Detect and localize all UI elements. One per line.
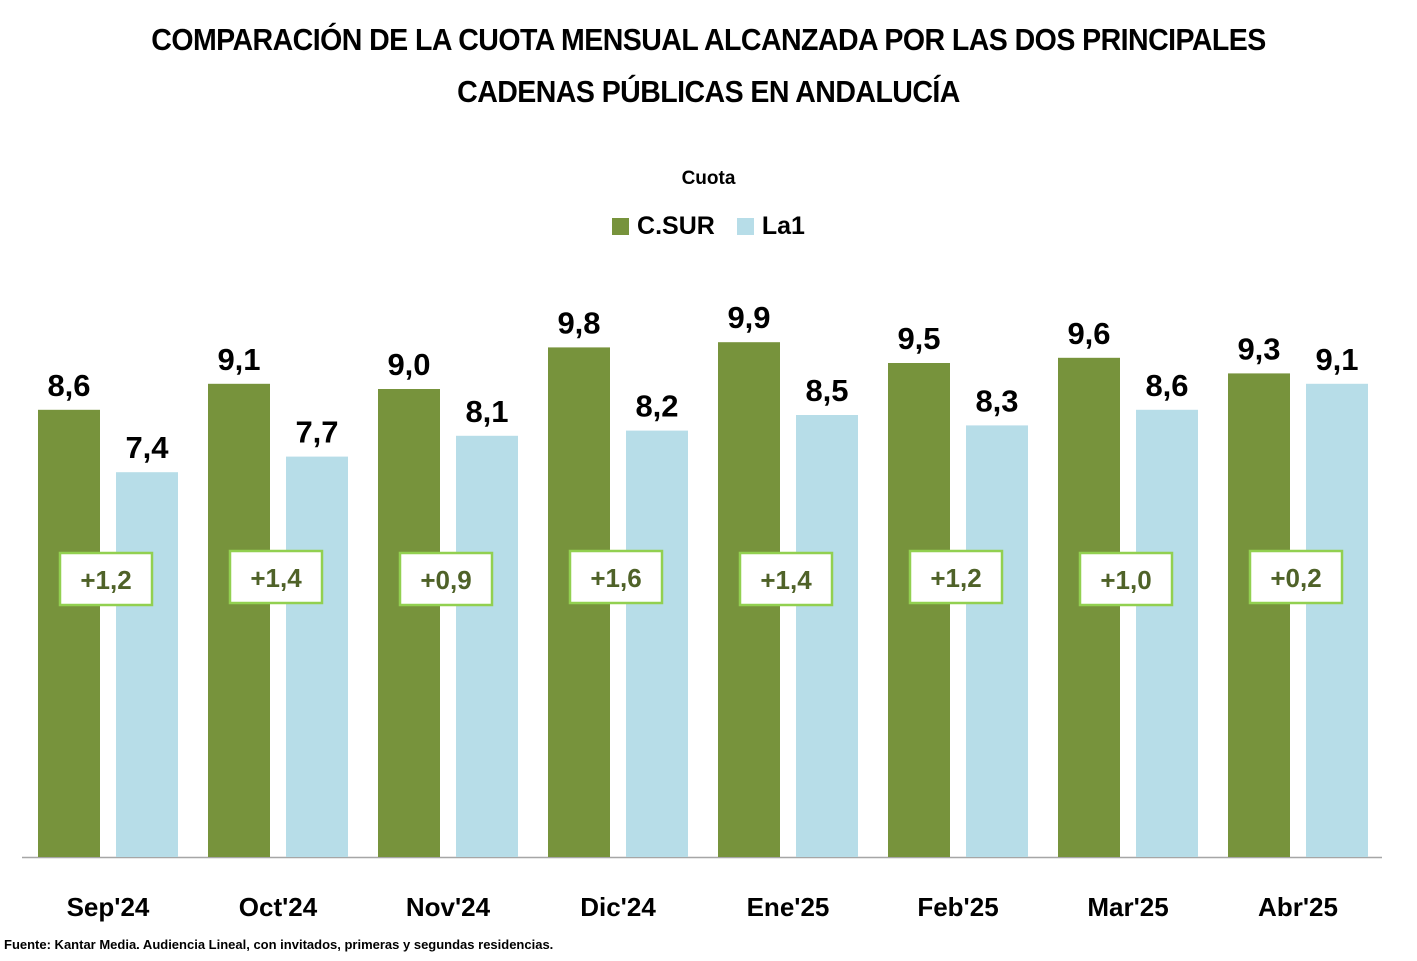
legend-label-la1: La1 [761,212,805,240]
x-tick-label-0: Sep'24 [67,892,150,922]
data-label-csur-0: 8,6 [47,368,90,403]
chart-subtitle: Cuota [681,168,736,189]
difference-label-4: +1,4 [760,565,812,595]
difference-label-1: +1,4 [250,563,302,593]
data-label-la1-6: 8,6 [1145,368,1188,403]
difference-box-3 [568,549,664,605]
difference-box-1 [228,549,324,605]
legend-swatch-la1 [736,218,754,235]
bar-csur-7 [1228,373,1290,857]
x-tick-label-3: Dic'24 [580,892,656,922]
bar-csur-0 [38,409,100,857]
data-label-la1-7: 9,1 [1315,342,1358,377]
data-label-la1-2: 8,1 [465,394,508,429]
legend-label-csur: C.SUR [637,212,715,240]
data-label-la1-3: 8,2 [635,389,678,424]
data-label-csur-3: 9,8 [557,305,600,340]
x-tick-label-1: Oct'24 [239,892,318,922]
data-label-la1-0: 7,4 [125,430,169,465]
bar-csur-1 [208,383,270,857]
data-label-la1-5: 8,3 [975,383,1018,418]
x-tick-label-5: Feb'25 [917,892,998,922]
data-label-csur-2: 9,0 [387,347,430,382]
chart-title-line-2: CADENAS PÚBLICAS EN ANDALUCÍA [457,74,960,109]
difference-box-4 [738,551,834,607]
bar-la1-2 [456,435,518,857]
legend-item-csur: C.SUR [612,212,715,241]
difference-box-2 [398,551,494,607]
difference-box-6 [1078,551,1174,607]
difference-box-5 [908,549,1004,605]
x-tick-label-2: Nov'24 [406,892,491,922]
data-label-csur-6: 9,6 [1067,316,1110,351]
difference-label-3: +1,6 [590,563,641,593]
data-label-csur-4: 9,9 [727,300,770,335]
x-tick-label-4: Ene'25 [747,892,830,922]
difference-label-7: +0,2 [1270,563,1321,593]
data-label-la1-1: 7,7 [295,415,338,450]
bar-la1-5 [966,425,1028,857]
difference-box-7 [1248,549,1344,605]
bar-la1-3 [626,430,688,857]
bar-la1-7 [1306,383,1368,857]
difference-label-0: +1,2 [80,565,131,595]
data-label-la1-4: 8,5 [805,373,848,408]
legend-swatch-csur [612,218,630,235]
data-label-csur-7: 9,3 [1237,331,1280,366]
x-tick-label-6: Mar'25 [1087,892,1168,922]
bar-la1-4 [796,415,858,857]
x-tick-label-7: Abr'25 [1258,892,1338,922]
source-note: Fuente: Kantar Media. Audiencia Lineal, … [4,937,554,952]
bar-la1-6 [1136,409,1198,857]
legend: C.SUR La1 [0,212,1417,241]
chart-title-line-1: COMPARACIÓN DE LA CUOTA MENSUAL ALCANZAD… [151,22,1266,57]
bar-csur-6 [1058,357,1120,857]
legend-item-la1: La1 [736,212,805,241]
difference-box-0 [58,551,154,607]
bar-csur-5 [888,363,950,857]
bar-la1-1 [286,456,348,857]
bar-la1-0 [116,472,178,857]
difference-label-6: +1,0 [1100,565,1151,595]
bar-csur-2 [378,389,440,857]
difference-label-2: +0,9 [420,565,471,595]
difference-label-5: +1,2 [930,563,981,593]
data-label-csur-1: 9,1 [217,342,260,377]
data-label-csur-5: 9,5 [897,321,940,356]
